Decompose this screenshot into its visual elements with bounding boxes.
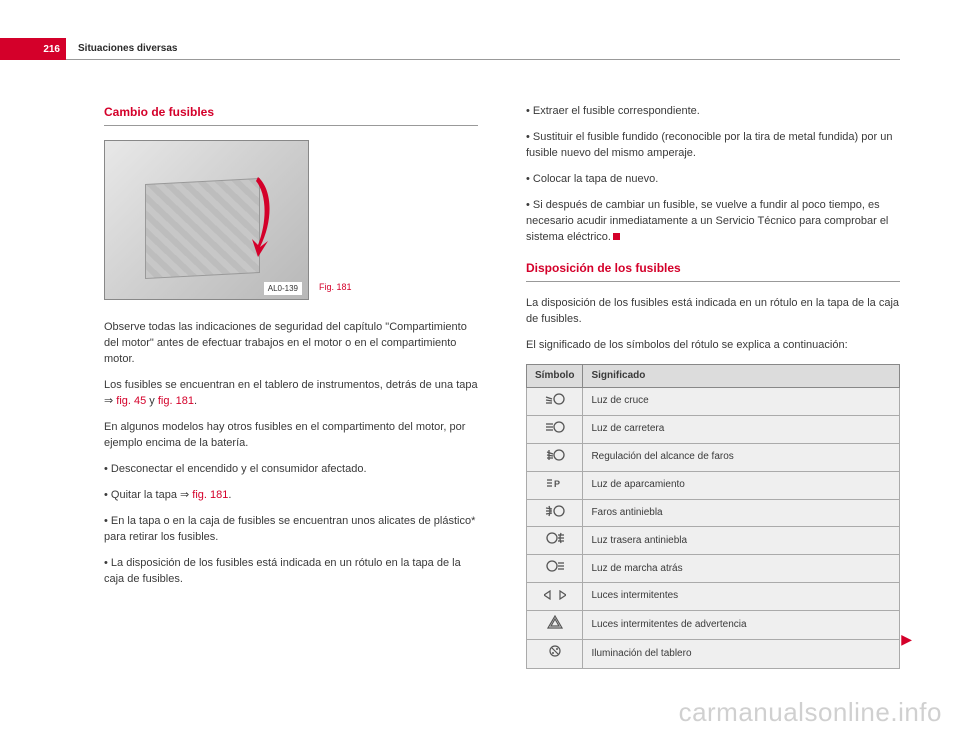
symbol-fog-front-icon	[527, 499, 583, 527]
cell-meaning: Luz de carretera	[583, 416, 900, 444]
page-number: 216	[0, 38, 66, 60]
table-row: Luces intermitentes de advertencia	[527, 611, 900, 640]
text: y	[146, 395, 158, 407]
cell-meaning: Iluminación del tablero	[583, 639, 900, 668]
end-marker-icon	[613, 233, 620, 240]
figure-code: AL0-139	[264, 282, 302, 296]
symbol-reverse-light-icon	[527, 555, 583, 583]
symbol-headlight-range-icon	[527, 443, 583, 471]
bullet: • Extraer el fusible correspondiente.	[526, 104, 900, 120]
table-head-row: Símbolo Significado	[527, 364, 900, 388]
header-title: Situaciones diversas	[66, 38, 900, 60]
bullet: • Quitar la tapa ⇒ fig. 181.	[104, 488, 478, 504]
table-row: Faros antiniebla	[527, 499, 900, 527]
para: El significado de los símbolos del rótul…	[526, 338, 900, 354]
table-row: Regulación del alcance de faros	[527, 443, 900, 471]
para: En algunos modelos hay otros fusibles en…	[104, 420, 478, 452]
continuation-arrow-icon: ▶	[901, 631, 912, 648]
cell-meaning: Luz de marcha atrás	[583, 555, 900, 583]
symbol-parking-light-icon: P	[527, 471, 583, 499]
symbol-low-beam-icon	[527, 388, 583, 416]
cell-meaning: Regulación del alcance de faros	[583, 443, 900, 471]
text: .	[228, 489, 231, 501]
symbol-dashboard-light-icon	[527, 639, 583, 668]
cell-meaning: Luz de cruce	[583, 388, 900, 416]
bullet: • Si después de cambiar un fusible, se v…	[526, 198, 900, 246]
cell-meaning: Luz trasera antiniebla	[583, 527, 900, 555]
th-symbol: Símbolo	[527, 364, 583, 388]
symbol-hazard-icon	[527, 611, 583, 640]
text: • Si después de cambiar un fusible, se v…	[526, 199, 888, 243]
bullet: • Colocar la tapa de nuevo.	[526, 172, 900, 188]
table-row: P Luz de aparcamiento	[527, 471, 900, 499]
th-meaning: Significado	[583, 364, 900, 388]
symbol-fog-rear-icon	[527, 527, 583, 555]
symbol-high-beam-icon	[527, 416, 583, 444]
text: .	[194, 395, 197, 407]
table-row: Luces intermitentes	[527, 583, 900, 611]
ref-fig181: fig. 181	[192, 489, 228, 501]
bullet: • Sustituir el fusible fundido (reconoci…	[526, 130, 900, 162]
table-row: Luz de cruce	[527, 388, 900, 416]
cell-meaning: Luces intermitentes	[583, 583, 900, 611]
ref-fig181: fig. 181	[158, 395, 194, 407]
left-column: Cambio de fusibles AL0-139 Fig. 181 Obse…	[104, 104, 478, 669]
table-row: Iluminación del tablero	[527, 639, 900, 668]
ref-fig45: fig. 45	[116, 395, 146, 407]
cell-meaning: Faros antiniebla	[583, 499, 900, 527]
symbol-turn-signal-icon	[527, 583, 583, 611]
figure-wrap: AL0-139 Fig. 181	[104, 140, 478, 300]
bullet: • En la tapa o en la caja de fusibles se…	[104, 514, 478, 546]
para: La disposición de los fusibles está indi…	[526, 296, 900, 328]
symbols-table: Símbolo Significado Luz de cruce Luz de …	[526, 364, 900, 669]
content-area: Cambio de fusibles AL0-139 Fig. 181 Obse…	[0, 60, 960, 669]
section-title-cambio: Cambio de fusibles	[104, 104, 478, 126]
svg-text:P: P	[554, 479, 560, 489]
figure-arrow-icon	[238, 169, 278, 259]
bullet: • La disposición de los fusibles está in…	[104, 556, 478, 588]
section-title-disposicion: Disposición de los fusibles	[526, 260, 900, 282]
table-row: Luz trasera antiniebla	[527, 527, 900, 555]
page-header: 216 Situaciones diversas	[0, 38, 960, 60]
watermark: carmanualsonline.info	[679, 697, 942, 728]
table-row: Luz de marcha atrás	[527, 555, 900, 583]
figure-181: AL0-139	[104, 140, 309, 300]
cell-meaning: Luz de aparcamiento	[583, 471, 900, 499]
para: Los fusibles se encuentran en el tablero…	[104, 378, 478, 410]
para: Observe todas las indicaciones de seguri…	[104, 320, 478, 368]
table-row: Luz de carretera	[527, 416, 900, 444]
bullet: • Desconectar el encendido y el consumid…	[104, 462, 478, 478]
right-column: • Extraer el fusible correspondiente. • …	[526, 104, 900, 669]
cell-meaning: Luces intermitentes de advertencia	[583, 611, 900, 640]
figure-label: Fig. 181	[319, 281, 352, 300]
text: • Quitar la tapa ⇒	[104, 489, 192, 501]
